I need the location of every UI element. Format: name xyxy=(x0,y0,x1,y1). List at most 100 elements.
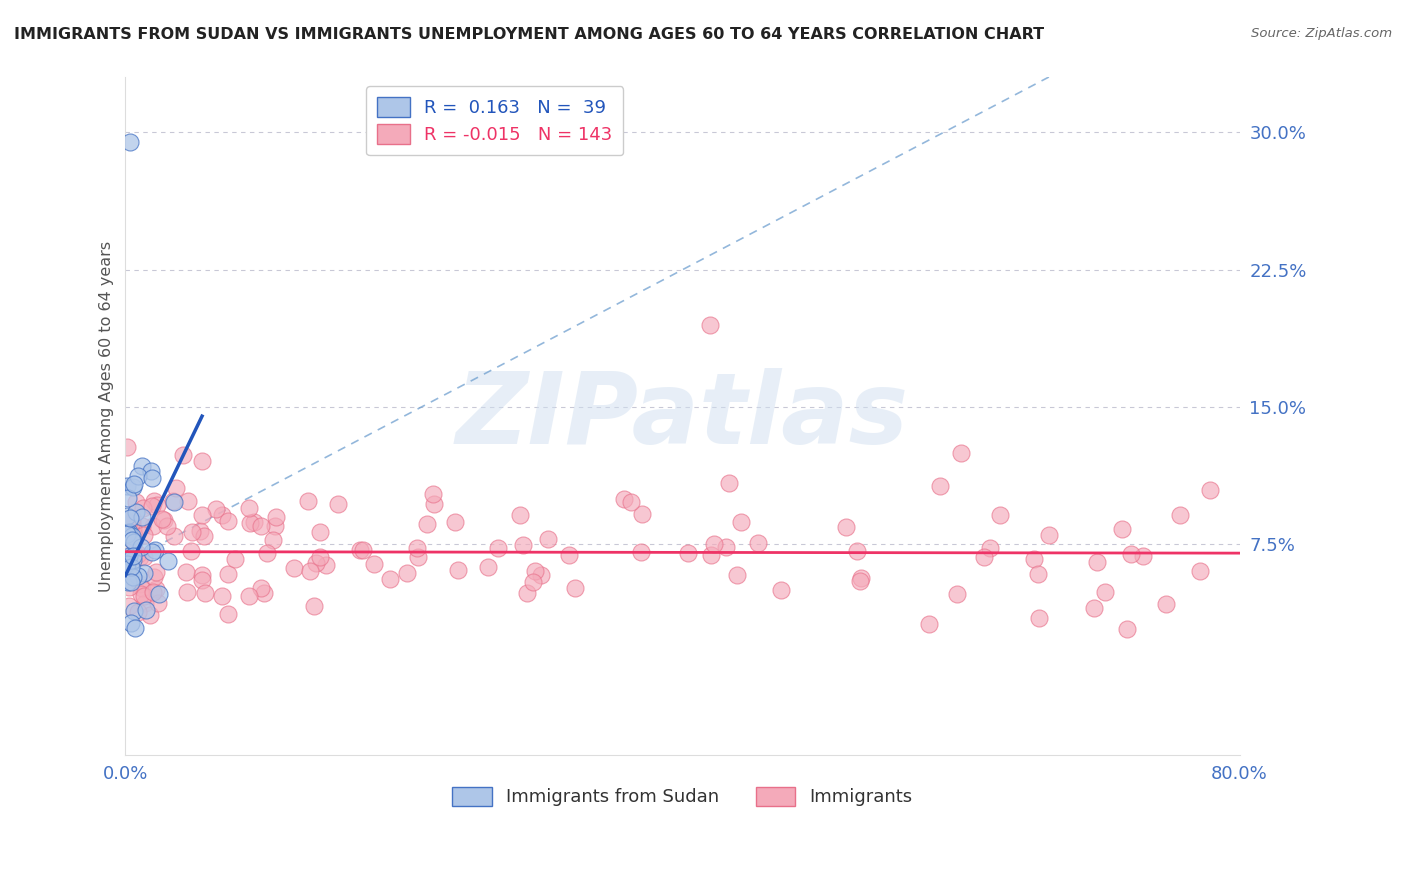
Point xyxy=(150,512,173,526)
Point xyxy=(522,575,544,590)
Point xyxy=(124,621,146,635)
Point xyxy=(120,575,142,590)
Point xyxy=(127,569,149,583)
Point xyxy=(250,581,273,595)
Point xyxy=(396,566,419,580)
Point xyxy=(121,549,143,563)
Point xyxy=(172,448,194,462)
Point xyxy=(122,553,145,567)
Point xyxy=(131,582,153,596)
Point xyxy=(238,501,260,516)
Point xyxy=(630,507,652,521)
Point xyxy=(124,535,146,549)
Point xyxy=(1119,547,1142,561)
Point xyxy=(132,549,155,564)
Point xyxy=(950,446,973,460)
Point xyxy=(131,458,153,473)
Point xyxy=(145,498,167,512)
Point xyxy=(849,574,872,589)
Point xyxy=(299,564,322,578)
Point xyxy=(127,605,149,619)
Point xyxy=(163,495,186,509)
Point xyxy=(127,547,149,561)
Point xyxy=(176,494,198,508)
Point xyxy=(1028,610,1050,624)
Point xyxy=(416,516,439,531)
Point xyxy=(118,135,141,149)
Point xyxy=(845,543,868,558)
Point xyxy=(700,548,723,562)
Point xyxy=(122,520,145,534)
Point xyxy=(117,574,139,589)
Point xyxy=(1189,564,1212,578)
Point xyxy=(191,454,214,468)
Point xyxy=(131,519,153,533)
Point xyxy=(125,495,148,509)
Point xyxy=(716,540,738,554)
Point xyxy=(139,608,162,623)
Point xyxy=(141,499,163,513)
Point xyxy=(309,549,332,564)
Point xyxy=(132,566,155,581)
Point xyxy=(190,508,212,522)
Point xyxy=(283,560,305,574)
Point xyxy=(211,508,233,522)
Point xyxy=(349,543,371,558)
Point xyxy=(127,469,149,483)
Point xyxy=(302,599,325,614)
Point xyxy=(122,570,145,584)
Point xyxy=(564,581,586,595)
Point xyxy=(630,545,652,559)
Point xyxy=(1038,528,1060,542)
Point xyxy=(447,563,470,577)
Point xyxy=(530,568,553,582)
Point xyxy=(143,543,166,558)
Point xyxy=(512,538,534,552)
Point xyxy=(1168,508,1191,522)
Point xyxy=(516,586,538,600)
Point xyxy=(620,495,643,509)
Point xyxy=(263,519,285,533)
Point xyxy=(477,559,499,574)
Point xyxy=(297,494,319,508)
Point xyxy=(115,440,138,454)
Point xyxy=(162,493,184,508)
Point xyxy=(1199,483,1222,498)
Point xyxy=(205,502,228,516)
Point xyxy=(509,508,531,522)
Point xyxy=(176,585,198,599)
Point xyxy=(121,515,143,529)
Point xyxy=(122,604,145,618)
Legend: Immigrants from Sudan, Immigrants: Immigrants from Sudan, Immigrants xyxy=(444,780,920,814)
Point xyxy=(125,505,148,519)
Point xyxy=(252,586,274,600)
Point xyxy=(118,511,141,525)
Point xyxy=(132,589,155,603)
Point xyxy=(988,508,1011,522)
Text: Source: ZipAtlas.com: Source: ZipAtlas.com xyxy=(1251,27,1392,40)
Point xyxy=(141,545,163,559)
Point xyxy=(117,526,139,541)
Point xyxy=(211,589,233,603)
Point xyxy=(264,510,287,524)
Point xyxy=(145,565,167,579)
Point xyxy=(118,549,141,563)
Point xyxy=(486,541,509,555)
Point xyxy=(120,615,142,630)
Point xyxy=(120,525,142,540)
Point xyxy=(115,557,138,571)
Point xyxy=(190,567,212,582)
Point xyxy=(120,560,142,574)
Point xyxy=(1111,522,1133,536)
Point xyxy=(115,479,138,493)
Point xyxy=(929,479,952,493)
Point xyxy=(143,570,166,584)
Point xyxy=(121,533,143,548)
Point xyxy=(128,549,150,564)
Text: ZIPatlas: ZIPatlas xyxy=(456,368,910,465)
Point xyxy=(135,603,157,617)
Point xyxy=(717,475,740,490)
Point xyxy=(243,515,266,529)
Point xyxy=(1094,584,1116,599)
Point xyxy=(142,519,165,533)
